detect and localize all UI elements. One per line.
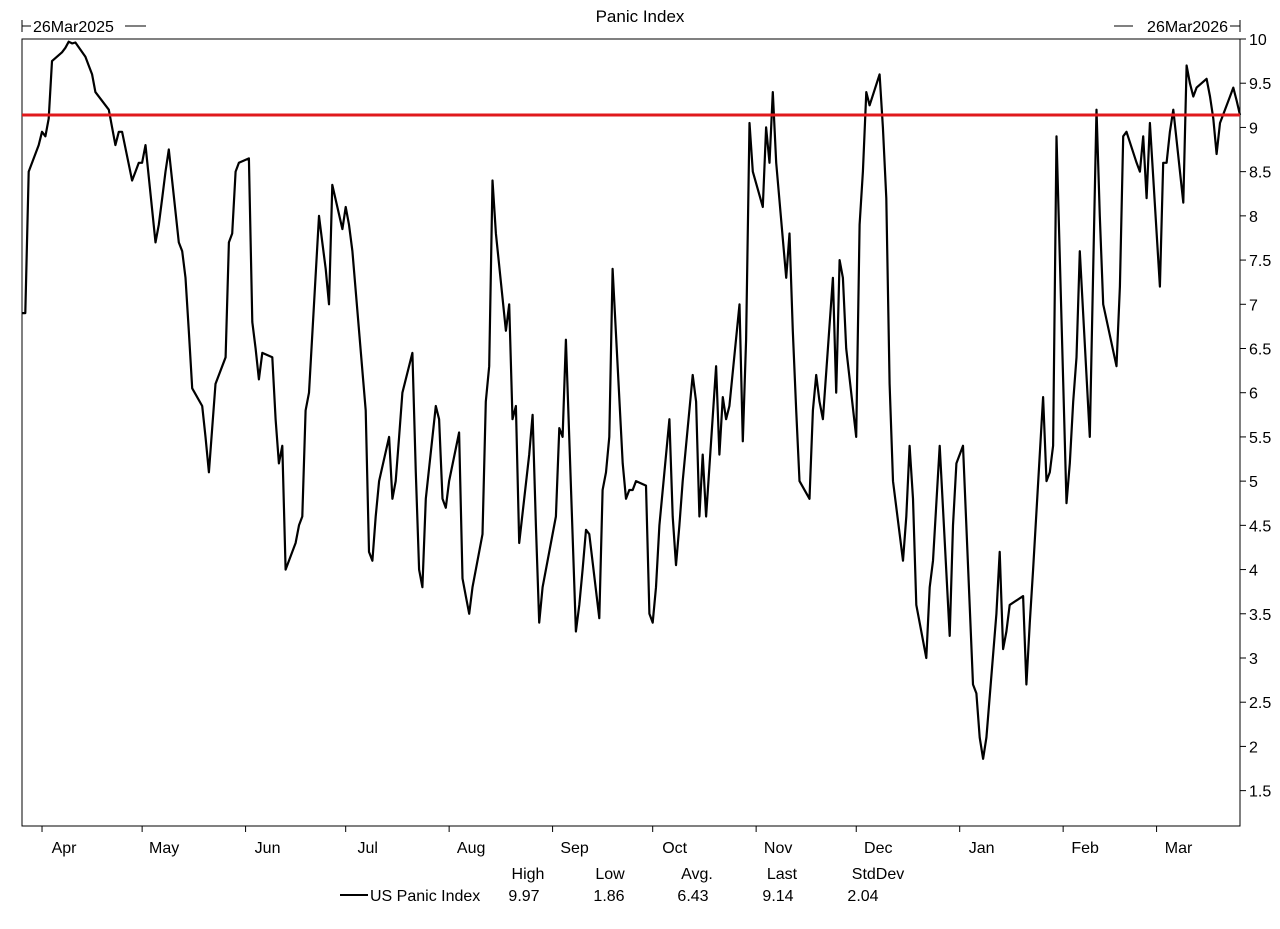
x-axis: Apr May Jun Jul Aug Sep Oct Nov Dec Jan Feb Mar — [41, 826, 1193, 857]
stats-header-last: Last — [767, 866, 798, 883]
y-tick-label: 9 — [1249, 120, 1258, 137]
x-tick-label: Sep — [560, 840, 589, 857]
x-tick-label: Aug — [457, 840, 485, 857]
legend: US Panic Index High Low Avg. Last StdDev… — [340, 866, 904, 905]
stats-header-high: High — [512, 866, 545, 883]
stats-value-avg: 6.43 — [677, 888, 708, 905]
stats-header-avg: Avg. — [681, 866, 713, 883]
y-tick-label: 6 — [1249, 386, 1258, 403]
y-tick-label: 4 — [1249, 563, 1258, 580]
end-date-label: 26Mar2026 — [1147, 19, 1228, 36]
stats-header-low: Low — [595, 866, 625, 883]
y-tick-label: 10 — [1249, 32, 1267, 49]
plot-area — [21, 38, 1241, 827]
stats-value-last: 9.14 — [762, 888, 793, 905]
series-layer — [22, 40, 1242, 760]
y-tick-label: 8 — [1249, 209, 1258, 226]
y-tick-label: 7.5 — [1249, 253, 1271, 270]
series-line-us-panic-index — [22, 40, 1242, 760]
y-tick-label: 8.5 — [1249, 165, 1271, 182]
end-date-badge: 26Mar2026 — [1114, 19, 1241, 36]
start-date-badge: 26Mar2025 — [21, 19, 146, 36]
y-tick-label: 6.5 — [1249, 341, 1271, 358]
y-axis: 10 9.5 9 8.5 8 7.5 7 6.5 6 5.5 5 4.5 4 3.5 3 2.5 2 1.5 — [1240, 32, 1271, 801]
y-tick-label: 4.5 — [1249, 518, 1271, 535]
x-tick-label: Feb — [1071, 840, 1099, 857]
stats-header-stddev: StdDev — [852, 866, 904, 883]
stats-value-stddev: 2.04 — [847, 888, 878, 905]
y-tick-label: 9.5 — [1249, 76, 1271, 93]
y-tick-label: 3 — [1249, 651, 1258, 668]
x-tick-label: Dec — [864, 840, 892, 857]
x-tick-label: Jul — [357, 840, 377, 857]
y-tick-label: 7 — [1249, 297, 1258, 314]
y-tick-label: 3.5 — [1249, 607, 1271, 624]
x-tick-label: May — [149, 840, 179, 857]
x-tick-label: Nov — [764, 840, 792, 857]
x-tick-label: Mar — [1165, 840, 1193, 857]
y-tick-label: 2 — [1249, 739, 1258, 756]
y-tick-label: 2.5 — [1249, 695, 1271, 712]
legend-series-name: US Panic Index — [370, 888, 480, 905]
y-tick-label: 5.5 — [1249, 430, 1271, 447]
chart-title: Panic Index — [596, 7, 685, 26]
y-tick-label: 1.5 — [1249, 784, 1271, 801]
y-tick-label: 5 — [1249, 474, 1258, 491]
x-tick-label: Jun — [255, 840, 281, 857]
start-date-label: 26Mar2025 — [33, 19, 114, 36]
stats-value-low: 1.86 — [593, 888, 624, 905]
x-tick-label: Oct — [662, 840, 687, 857]
x-tick-label: Apr — [52, 840, 78, 857]
x-tick-label: Jan — [969, 840, 995, 857]
stats-value-high: 9.97 — [508, 888, 539, 905]
